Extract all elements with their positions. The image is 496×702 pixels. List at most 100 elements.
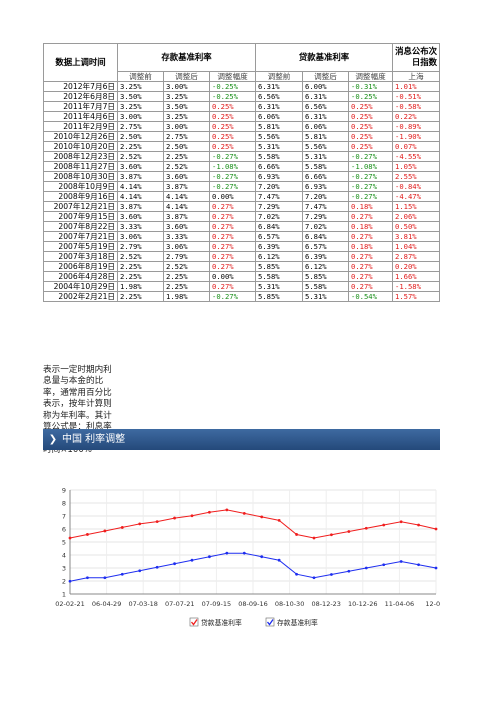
- rate-cell: 7.20%: [255, 181, 303, 192]
- data-point: [242, 512, 246, 515]
- rate-cell: 0.25%: [209, 141, 256, 152]
- rate-cell: 6.93%: [255, 171, 303, 182]
- header-index: 消息公布次日指数: [392, 43, 440, 72]
- rate-cell: 3.60%: [117, 161, 164, 172]
- rate-table: 数据上调时间 存款基准利率 贷款基准利率 消息公布次日指数 调整前 调整后 调整幅度…: [43, 43, 440, 302]
- data-point: [225, 508, 229, 512]
- data-point: [225, 551, 229, 555]
- data-point: [277, 558, 281, 562]
- data-point: [103, 576, 107, 580]
- index-cell: 3.81%: [392, 231, 440, 242]
- legend-checkbox: [189, 617, 199, 627]
- y-tick-label: 6: [62, 526, 66, 534]
- index-cell: 2.55%: [392, 171, 440, 182]
- legend-checkbox: [265, 617, 275, 627]
- rate-cell: 6.31%: [302, 111, 349, 122]
- data-point: [399, 520, 403, 524]
- rate-cell: 6.84%: [255, 221, 303, 232]
- x-tick-label: 06-04-29: [92, 600, 122, 608]
- check-icon: [190, 619, 198, 626]
- x-tick-label: 08-12-23: [311, 600, 341, 608]
- y-tick-label: 2: [62, 578, 66, 586]
- rate-cell: 0.27%: [348, 281, 393, 292]
- index-cell: -0.58%: [392, 101, 440, 112]
- table-row: 2007年7月21日 3.06% 3.33% 0.27% 6.57% 6.84% 0.27%…: [43, 231, 440, 242]
- y-tick-label: 9: [62, 487, 66, 495]
- data-point: [295, 533, 298, 536]
- rate-cell: 2.75%: [163, 131, 210, 142]
- date-cell: 2006年8月19日: [43, 261, 118, 272]
- table-row: 2007年8月22日 3.33% 3.60% 0.27% 6.84% 7.02% 0.18%…: [43, 221, 440, 232]
- rate-cell: 2.75%: [117, 121, 164, 132]
- rate-cell: 2.79%: [163, 251, 210, 262]
- date-cell: 2008年12月23日: [43, 151, 118, 162]
- table-row: 2008年10月30日 3.87% 3.60% -0.27% 6.93% 6.66% -0.…: [43, 171, 440, 182]
- rate-cell: -1.08%: [209, 161, 256, 172]
- header-loan-rate: 贷款基准利率: [255, 43, 393, 72]
- rate-cell: 6.06%: [302, 121, 349, 132]
- rate-cell: 6.31%: [255, 81, 303, 92]
- rate-cell: -0.31%: [348, 81, 393, 92]
- rate-cell: 2.52%: [117, 151, 164, 162]
- table-row: 2008年10月9日 4.14% 3.87% -0.27% 7.20% 6.93% -0.2…: [43, 181, 440, 192]
- data-point: [86, 533, 89, 536]
- table-row: 2011年2月9日 2.75% 3.00% 0.25% 5.81% 6.06% 0.25% -…: [43, 121, 440, 132]
- subheader-cell: 调整前: [117, 71, 164, 82]
- date-cell: 2011年7月7日: [43, 101, 118, 112]
- index-cell: 0.22%: [392, 111, 440, 122]
- data-point: [364, 526, 368, 530]
- data-point: [155, 520, 159, 523]
- date-cell: 2012年7月6日: [43, 81, 118, 92]
- y-tick-label: 7: [62, 513, 66, 521]
- rate-cell: 1.98%: [117, 281, 164, 292]
- rate-cell: 2.25%: [117, 291, 164, 302]
- table-row: 2006年4月28日 2.25% 2.25% 0.00% 5.58% 5.85% 0.27%…: [43, 271, 440, 282]
- y-tick-label: 3: [62, 565, 66, 573]
- date-cell: 2011年4月6日: [43, 111, 118, 122]
- data-point: [120, 572, 124, 576]
- x-tick-label: 08-10-30: [275, 600, 305, 608]
- data-point: [173, 516, 176, 520]
- rate-cell: -1.08%: [348, 161, 393, 172]
- data-point: [312, 536, 316, 540]
- table-row: 2008年12月23日 2.52% 2.25% -0.27% 5.58% 5.31% -0.…: [43, 151, 440, 162]
- date-cell: 2007年3月18日: [43, 251, 118, 262]
- rate-cell: 6.12%: [255, 251, 303, 262]
- index-cell: 1.66%: [392, 271, 440, 282]
- date-cell: 2007年9月15日: [43, 211, 118, 222]
- date-cell: 2007年12月21日: [43, 201, 118, 212]
- rate-cell: 6.57%: [302, 241, 349, 252]
- date-cell: 2010年10月20日: [43, 141, 118, 152]
- rate-cell: -0.27%: [209, 181, 256, 192]
- rate-cell: 5.56%: [302, 141, 349, 152]
- x-tick-label: 07-07-21: [165, 600, 195, 608]
- rate-cell: 2.25%: [163, 151, 210, 162]
- rate-cell: -0.25%: [348, 91, 393, 102]
- data-point: [417, 523, 420, 527]
- x-tick-label: 11-04-06: [385, 600, 415, 608]
- index-cell: 0.20%: [392, 261, 440, 272]
- rate-cell: 2.50%: [163, 141, 210, 152]
- data-point: [242, 551, 246, 555]
- header-deposit-rate: 存款基准利率: [117, 43, 256, 72]
- rate-cell: 6.31%: [255, 101, 303, 112]
- rate-cell: 4.14%: [117, 191, 164, 202]
- table-row: 2012年6月8日 3.50% 3.25% -0.25% 6.56% 6.31% -0.25…: [43, 91, 440, 102]
- rate-cell: 0.27%: [209, 211, 256, 222]
- rate-table-body: 2012年7月6日 3.25% 3.00% -0.25% 6.31% 6.00% -0.31…: [43, 81, 440, 302]
- index-cell: -1.58%: [392, 281, 440, 292]
- rate-cell: 3.87%: [117, 201, 164, 212]
- date-cell: 2012年6月8日: [43, 91, 118, 102]
- index-cell: -0.51%: [392, 91, 440, 102]
- data-point: [434, 566, 438, 570]
- rate-cell: -0.54%: [348, 291, 393, 302]
- rate-cell: -0.27%: [348, 151, 393, 162]
- rate-cell: 6.39%: [255, 241, 303, 252]
- table-row: 2007年3月18日 2.52% 2.79% 0.27% 6.12% 6.39% 0.27%…: [43, 251, 440, 262]
- index-cell: 2.87%: [392, 251, 440, 262]
- rate-cell: 7.47%: [302, 201, 349, 212]
- data-point: [173, 562, 176, 566]
- rate-cell: -0.27%: [348, 181, 393, 192]
- x-tick-label: 07-09-15: [202, 600, 232, 608]
- rate-cell: 6.12%: [302, 261, 349, 272]
